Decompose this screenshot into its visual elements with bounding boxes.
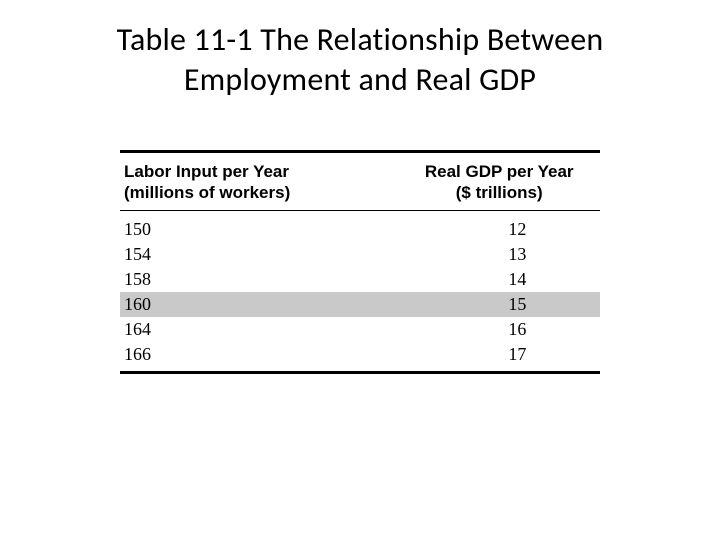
table-row: 16015: [120, 292, 600, 317]
labor-cell: 166: [120, 342, 398, 367]
labor-cell: 158: [120, 267, 398, 292]
gdp-cell: 17: [398, 342, 600, 367]
labor-cell: 164: [120, 317, 398, 342]
table-row: 15814: [120, 267, 600, 292]
gdp-cell: 16: [398, 317, 600, 342]
col1-header-line1: Labor Input per Year: [124, 162, 289, 181]
column-header-gdp: Real GDP per Year ($ trillions): [398, 153, 600, 210]
table-header-row: Labor Input per Year (millions of worker…: [120, 153, 600, 210]
page-title: Table 11-1 The Relationship Between Empl…: [50, 20, 670, 100]
data-table: Labor Input per Year (millions of worker…: [120, 150, 600, 374]
gdp-cell: 13: [398, 242, 600, 267]
table-row: 15413: [120, 242, 600, 267]
table-row: 15012: [120, 217, 600, 242]
data-table-container: Labor Input per Year (millions of worker…: [120, 150, 600, 374]
gdp-cell: 15: [398, 292, 600, 317]
labor-cell: 160: [120, 292, 398, 317]
table-bottom-rule: [120, 373, 600, 375]
labor-cell: 154: [120, 242, 398, 267]
column-header-labor: Labor Input per Year (millions of worker…: [120, 153, 398, 210]
col1-header-line2: (millions of workers): [124, 183, 290, 202]
col2-header-line1: Real GDP per Year: [425, 162, 574, 181]
gdp-cell: 14: [398, 267, 600, 292]
table-row: 16617: [120, 342, 600, 367]
table-row: 16416: [120, 317, 600, 342]
gdp-cell: 12: [398, 217, 600, 242]
labor-cell: 150: [120, 217, 398, 242]
col2-header-line2: ($ trillions): [456, 183, 543, 202]
